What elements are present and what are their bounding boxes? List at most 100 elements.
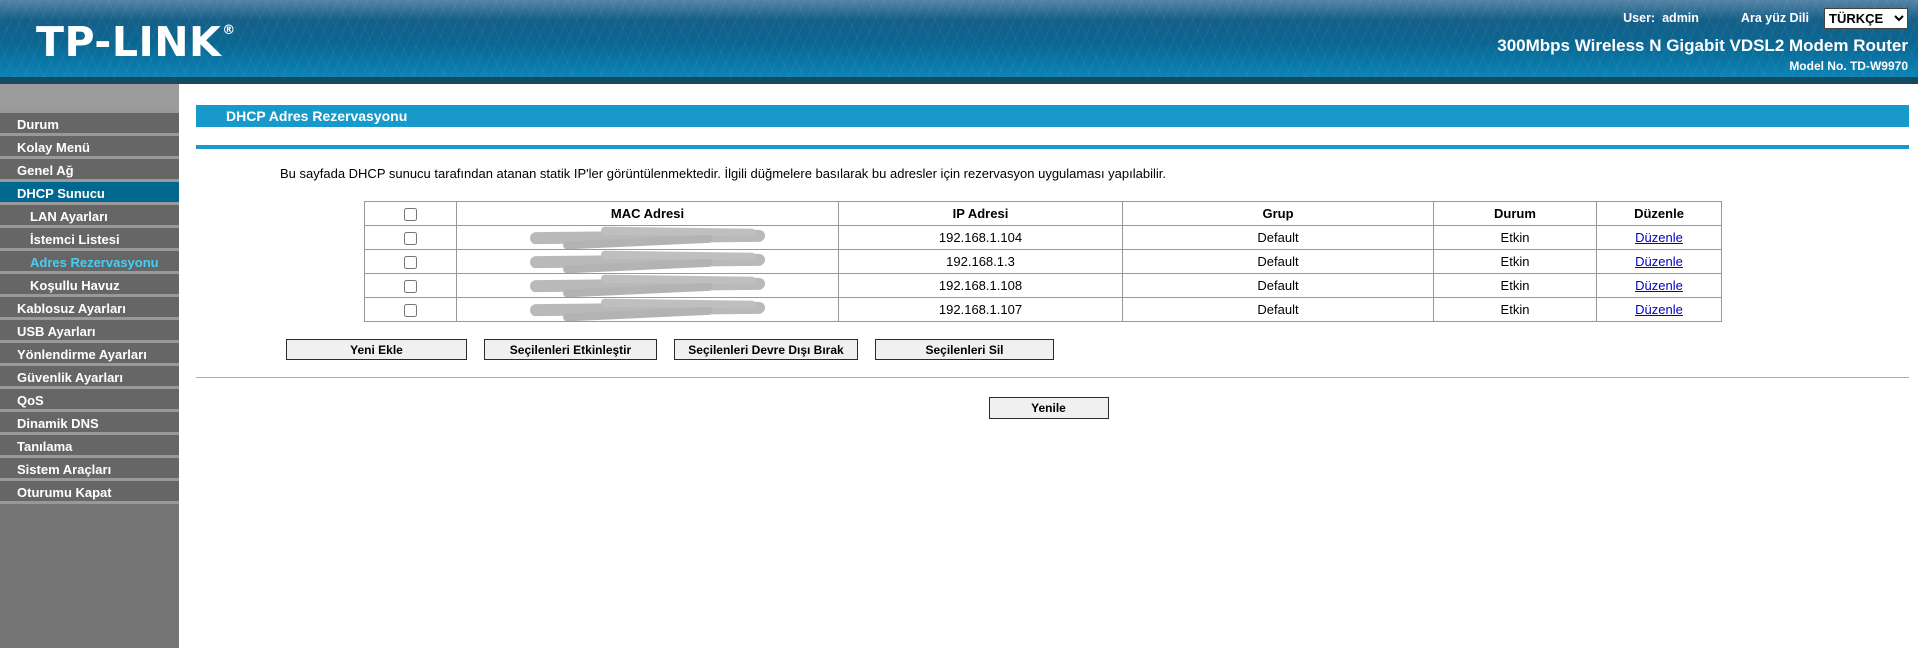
sidebar: Durum Kolay Menü Genel Ağ DHCP Sunucu LAN Ay…	[0, 84, 179, 648]
edit-link[interactable]: Düzenle	[1635, 254, 1683, 269]
body: Durum Kolay Menü Genel Ağ DHCP Sunucu LAN Ay…	[0, 84, 1918, 648]
sidebar-item-label: QoS	[17, 393, 44, 408]
sidebar-item-label: Kolay Menü	[17, 140, 90, 155]
sidebar-item-koşullu-havuz[interactable]: Koşullu Havuz	[0, 271, 179, 294]
sidebar-item-label: Sistem Araçları	[17, 462, 112, 477]
table-header-row: MAC Adresi IP Adresi Grup Durum Düzenle	[364, 201, 1722, 226]
edit-cell: Düzenle	[1596, 225, 1722, 250]
column-header-ip: IP Adresi	[838, 201, 1123, 226]
enable-selected-button[interactable]: Seçilenleri Etkinleştir	[484, 339, 657, 360]
sidebar-item-qos[interactable]: QoS	[0, 386, 179, 409]
select-all-cell	[364, 201, 457, 226]
status-cell: Etkin	[1433, 249, 1597, 274]
table-row: 192.168.1.3 Default Etkin Düzenle	[364, 249, 1722, 274]
column-header-status: Durum	[1433, 201, 1597, 226]
table-row: 192.168.1.107 Default Etkin Düzenle	[364, 297, 1722, 322]
delete-selected-button[interactable]: Seçilenleri Sil	[875, 339, 1054, 360]
refresh-button[interactable]: Yenile	[988, 397, 1109, 419]
sidebar-item-i-stemci-listesi[interactable]: İstemci Listesi	[0, 225, 179, 248]
sidebar-item-sistem-araçları[interactable]: Sistem Araçları	[0, 455, 179, 478]
user-label: User:	[1623, 11, 1656, 25]
row-checkbox[interactable]	[404, 280, 417, 294]
sidebar-item-label: Oturumu Kapat	[17, 485, 112, 500]
language-select[interactable]: TÜRKÇE	[1824, 7, 1908, 29]
ip-address-cell: 192.168.1.104	[838, 225, 1123, 250]
sidebar-item-tanılama[interactable]: Tanılama	[0, 432, 179, 455]
user-value: admin	[1662, 11, 1699, 25]
group-cell: Default	[1122, 225, 1434, 250]
redacted-mac	[529, 301, 766, 316]
row-checkbox[interactable]	[404, 232, 417, 246]
table-row: 192.168.1.108 Default Etkin Düzenle	[364, 273, 1722, 298]
mac-address-cell	[456, 297, 839, 322]
sidebar-item-label: Dinamik DNS	[17, 416, 99, 431]
group-cell: Default	[1122, 273, 1434, 298]
row-checkbox-cell	[364, 273, 457, 298]
status-cell: Etkin	[1433, 297, 1597, 322]
dhcp-reservation-table: MAC Adresi IP Adresi Grup Durum Düzenle …	[364, 201, 1722, 322]
sidebar-item-kolay-menü[interactable]: Kolay Menü	[0, 133, 179, 156]
status-cell: Etkin	[1433, 225, 1597, 250]
edit-link[interactable]: Düzenle	[1635, 302, 1683, 317]
sidebar-item-label: Güvenlik Ayarları	[17, 370, 123, 385]
status-cell: Etkin	[1433, 273, 1597, 298]
sidebar-item-usb-ayarları[interactable]: USB Ayarları	[0, 317, 179, 340]
action-buttons: Yeni Ekle Seçilenleri Etkinleştir Seçile…	[286, 339, 1918, 360]
row-checkbox-cell	[364, 297, 457, 322]
refresh-row: Yenile	[179, 397, 1918, 419]
column-header-edit: Düzenle	[1596, 201, 1722, 226]
edit-link[interactable]: Düzenle	[1635, 278, 1683, 293]
sidebar-item-label: Kablosuz Ayarları	[17, 301, 126, 316]
row-checkbox[interactable]	[404, 304, 417, 318]
group-cell: Default	[1122, 249, 1434, 274]
edit-cell: Düzenle	[1596, 273, 1722, 298]
disable-selected-button[interactable]: Seçilenleri Devre Dışı Bırak	[674, 339, 858, 360]
sidebar-menu: Durum Kolay Menü Genel Ağ DHCP Sunucu LAN Ay…	[0, 110, 179, 504]
row-checkbox[interactable]	[404, 256, 417, 270]
sidebar-item-kablosuz-ayarları[interactable]: Kablosuz Ayarları	[0, 294, 179, 317]
select-all-checkbox[interactable]	[404, 208, 417, 222]
sidebar-item-label: Adres Rezervasyonu	[30, 255, 159, 270]
mac-address-cell	[456, 225, 839, 250]
sidebar-item-label: İstemci Listesi	[30, 232, 120, 247]
add-new-button[interactable]: Yeni Ekle	[286, 339, 467, 360]
sidebar-item-oturumu-kapat[interactable]: Oturumu Kapat	[0, 478, 179, 501]
sidebar-item-adres-rezervasyonu[interactable]: Adres Rezervasyonu	[0, 248, 179, 271]
table-row: 192.168.1.104 Default Etkin Düzenle	[364, 225, 1722, 250]
sidebar-item-label: LAN Ayarları	[30, 209, 108, 224]
sidebar-item-güvenlik-ayarları[interactable]: Güvenlik Ayarları	[0, 363, 179, 386]
mac-address-cell	[456, 249, 839, 274]
redacted-mac	[529, 253, 766, 268]
sidebar-item-label: DHCP Sunucu	[17, 186, 105, 201]
header-right: User: admin Ara yüz Dili TÜRKÇE 300Mbps …	[1497, 7, 1908, 73]
tp-link-logo: TP-LINK®	[36, 22, 236, 63]
main-content: DHCP Adres Rezervasyonu Bu sayfada DHCP …	[179, 84, 1918, 648]
sidebar-item-label: Genel Ağ	[17, 163, 74, 178]
logo-text: TP-LINK	[36, 18, 222, 66]
edit-cell: Düzenle	[1596, 249, 1722, 274]
row-checkbox-cell	[364, 225, 457, 250]
redacted-mac	[529, 277, 766, 292]
sidebar-item-genel-ağ[interactable]: Genel Ağ	[0, 156, 179, 179]
sidebar-item-dhcp-sunucu[interactable]: DHCP Sunucu	[0, 179, 179, 202]
page-description: Bu sayfada DHCP sunucu tarafından atanan…	[280, 166, 1166, 181]
registered-mark: ®	[222, 23, 236, 38]
sidebar-item-dinamik-dns[interactable]: Dinamik DNS	[0, 409, 179, 432]
row-checkbox-cell	[364, 249, 457, 274]
product-title: 300Mbps Wireless N Gigabit VDSL2 Modem R…	[1497, 36, 1908, 55]
model-number: Model No. TD-W9970	[1789, 59, 1908, 73]
ip-address-cell: 192.168.1.107	[838, 297, 1123, 322]
section-divider	[196, 377, 1909, 378]
edit-cell: Düzenle	[1596, 297, 1722, 322]
sidebar-item-durum[interactable]: Durum	[0, 110, 179, 133]
redacted-mac	[529, 229, 766, 244]
sidebar-item-label: USB Ayarları	[17, 324, 96, 339]
sidebar-item-lan-ayarları[interactable]: LAN Ayarları	[0, 202, 179, 225]
mac-address-cell	[456, 273, 839, 298]
edit-link[interactable]: Düzenle	[1635, 230, 1683, 245]
sidebar-spacer	[0, 84, 179, 110]
title-underline	[196, 145, 1909, 149]
sidebar-item-yönlendirme-ayarları[interactable]: Yönlendirme Ayarları	[0, 340, 179, 363]
ip-address-cell: 192.168.1.3	[838, 249, 1123, 274]
